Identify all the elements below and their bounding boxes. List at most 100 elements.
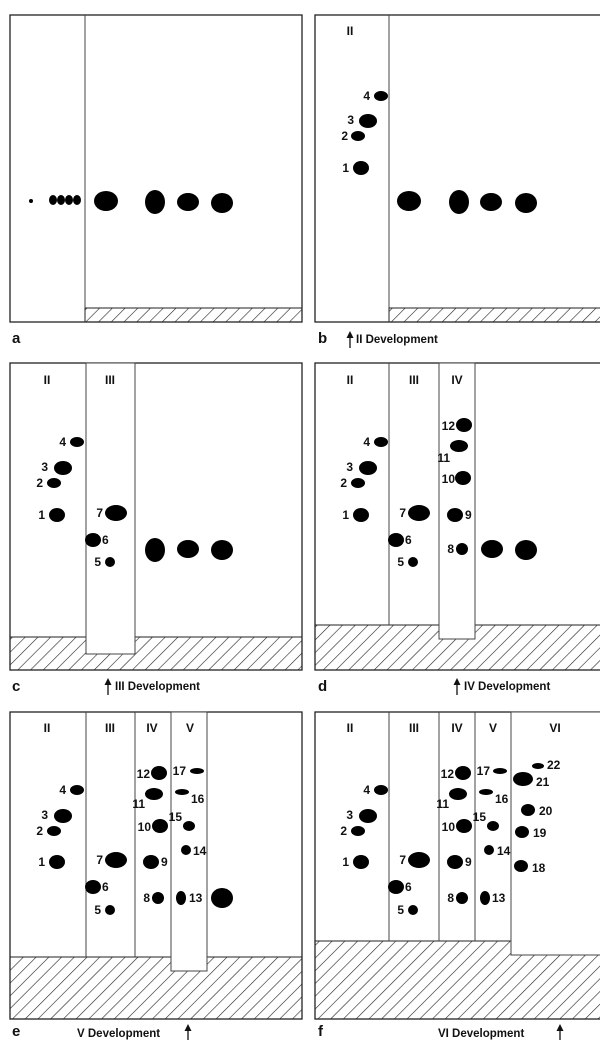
spot-label: 3: [41, 808, 48, 822]
panel-d: II III IV 4 3 2 1 7 6 5 12 11 10 9 8 d I…: [314, 362, 600, 695]
spot-label: 3: [346, 808, 353, 822]
spot: [145, 538, 165, 562]
strip-label: V: [489, 721, 497, 735]
panel-b: II 4 3 2 1 b II Development: [314, 14, 600, 348]
spot-4: [70, 785, 84, 795]
spot-2: [351, 826, 365, 836]
spot-13: [176, 891, 186, 905]
strip-label: II: [347, 373, 354, 387]
spot-label: 6: [102, 533, 109, 547]
spot-label: 2: [340, 476, 347, 490]
spot-label: 7: [96, 506, 103, 520]
spot-20: [521, 804, 535, 816]
arrow-up-icon: [556, 1024, 564, 1040]
spot-1: [353, 508, 369, 522]
spot-label: 6: [405, 880, 412, 894]
spot-14: [484, 845, 494, 855]
panel-letter: d: [318, 678, 327, 695]
arrow-up-icon: [104, 678, 112, 695]
spot-label: 8: [447, 891, 454, 905]
spot-3: [54, 809, 72, 823]
spot-label: 9: [465, 508, 472, 522]
strip-iv: [438, 362, 476, 640]
spot-label: 14: [497, 844, 511, 858]
spot-label: 5: [397, 555, 404, 569]
strip-label: III: [409, 721, 419, 735]
spot-12: [456, 418, 472, 432]
panel-f: II III IV V VI 4 3 2 1 7 6 5 12 11 10 9 …: [314, 711, 600, 1040]
spot-21: [513, 772, 533, 786]
spot-label: 1: [342, 508, 349, 522]
strip-label: II: [347, 721, 354, 735]
spot-6: [85, 533, 101, 547]
spot-label: 17: [173, 764, 187, 778]
spot: [177, 193, 199, 211]
solvent-zone: [9, 636, 303, 671]
spot: [449, 190, 469, 214]
spot-18: [514, 860, 528, 872]
spot: [145, 190, 165, 214]
spot-label: 21: [536, 775, 550, 789]
spot-2: [351, 478, 365, 488]
strip-label: IV: [451, 373, 462, 387]
spot: [397, 191, 421, 211]
spot-15: [183, 821, 195, 831]
spot-2: [47, 826, 61, 836]
spot-label: 22: [547, 758, 561, 772]
strip-label: II: [44, 373, 51, 387]
spot: [94, 191, 118, 211]
development-caption: III Development: [115, 681, 200, 693]
panel-c: II III 4 3 2 1 7 6 5 c III Development: [9, 362, 303, 695]
spot-label: 10: [442, 472, 456, 486]
spot-label: 10: [442, 820, 456, 834]
spot-label: 1: [38, 508, 45, 522]
spot-label: 4: [59, 435, 66, 449]
spot: [211, 888, 233, 908]
spot-7: [105, 505, 127, 521]
spot-6: [388, 533, 404, 547]
spot-8: [456, 892, 468, 904]
spot-label: 7: [399, 506, 406, 520]
spot-10: [455, 471, 471, 485]
panel-letter: f: [318, 1023, 324, 1040]
strip-label: II: [44, 721, 51, 735]
spot-4: [374, 785, 388, 795]
spot-label: 8: [143, 891, 150, 905]
spot-6: [388, 880, 404, 894]
spot-6: [85, 880, 101, 894]
arrow-up-icon: [346, 331, 354, 348]
strip-label: II: [347, 24, 354, 38]
spot-3: [359, 114, 377, 128]
spot-label: 17: [477, 764, 491, 778]
spot: [49, 195, 57, 205]
spot-label: 3: [346, 460, 353, 474]
spot-16: [479, 789, 493, 795]
spot-label: 9: [465, 855, 472, 869]
spot: [480, 193, 502, 211]
spot: [515, 540, 537, 560]
spot-14: [181, 845, 191, 855]
spot-17: [190, 768, 204, 774]
spot-label: 12: [137, 767, 151, 781]
spot-3: [359, 461, 377, 475]
spot-1: [49, 508, 65, 522]
spot-label: 1: [38, 855, 45, 869]
solvent-zone: [84, 307, 303, 323]
spot-label: 4: [363, 89, 370, 103]
strip-label: III: [409, 373, 419, 387]
spot-label: 3: [347, 113, 354, 127]
spot-9: [447, 855, 463, 869]
spot-label: 11: [436, 797, 449, 811]
spot-label: 4: [59, 783, 66, 797]
spot: [177, 540, 199, 558]
spot-19: [515, 826, 529, 838]
solvent-zone: [388, 307, 600, 323]
spot-label: 6: [102, 880, 109, 894]
spot-label: 14: [193, 844, 207, 858]
spot-2: [351, 131, 365, 141]
spot-3: [359, 809, 377, 823]
spot: [515, 193, 537, 213]
spot-label: 12: [441, 767, 455, 781]
spot: [57, 195, 65, 205]
